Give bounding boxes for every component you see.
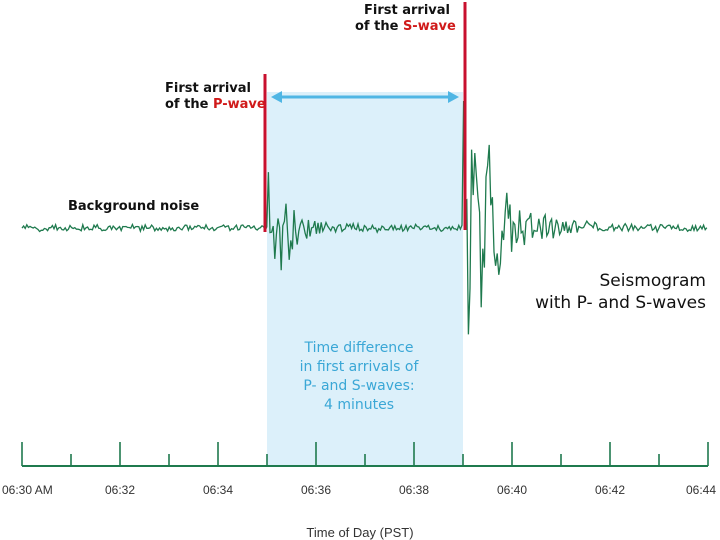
time-tick-label: 06:32 — [104, 483, 136, 497]
interval-arrow-head-left — [271, 91, 282, 103]
s-wave-label-prefix: of the — [355, 19, 403, 34]
p-wave-name: P-wave — [212, 97, 266, 112]
time-tick-label: 06:40 — [496, 483, 528, 497]
time-tick-label: 06:30 AM — [2, 483, 53, 497]
seismic-trace — [21, 100, 708, 335]
time-difference-line2: in first arrivals of — [299, 359, 419, 375]
time-tick-label: 06:36 — [300, 483, 332, 497]
time-difference-line3: P- and S-waves: — [303, 378, 415, 394]
s-wave-label-line2: of the S-wave — [355, 19, 456, 35]
p-wave-arrival-label: First arrival of the P-wave — [165, 81, 266, 113]
diagram-title-line1: Seismogram — [599, 271, 706, 291]
time-tick-label: 06:42 — [594, 483, 626, 497]
interval-double-arrow — [271, 91, 459, 103]
p-wave-label-prefix: of the — [165, 97, 213, 112]
p-wave-label-line2: of the P-wave — [165, 97, 266, 113]
s-wave-label-line1: First arrival — [364, 3, 450, 18]
time-axis-title: Time of Day (PST) — [306, 525, 414, 540]
time-difference-line4: 4 minutes — [323, 397, 395, 413]
p-wave-label-line1: First arrival — [165, 81, 251, 96]
diagram-title: Seismogram with P- and S-waves — [500, 270, 706, 314]
time-difference-note: Time difference in first arrivals of P- … — [264, 339, 454, 415]
trace-line — [21, 100, 708, 335]
p-s-interval-band — [267, 92, 463, 466]
s-wave-arrival-label: First arrival of the S-wave — [355, 3, 456, 35]
time-tick-label: 06:38 — [398, 483, 430, 497]
time-axis — [21, 442, 709, 467]
background-noise-label: Background noise — [68, 199, 200, 214]
s-wave-name: S-wave — [402, 19, 456, 34]
interval-arrow-head-right — [448, 91, 459, 103]
time-tick-label: 06:34 — [202, 483, 234, 497]
time-tick-label: 06:44 — [685, 483, 716, 497]
time-difference-line1: Time difference — [304, 340, 414, 356]
diagram-title-line2: with P- and S-waves — [535, 293, 706, 313]
